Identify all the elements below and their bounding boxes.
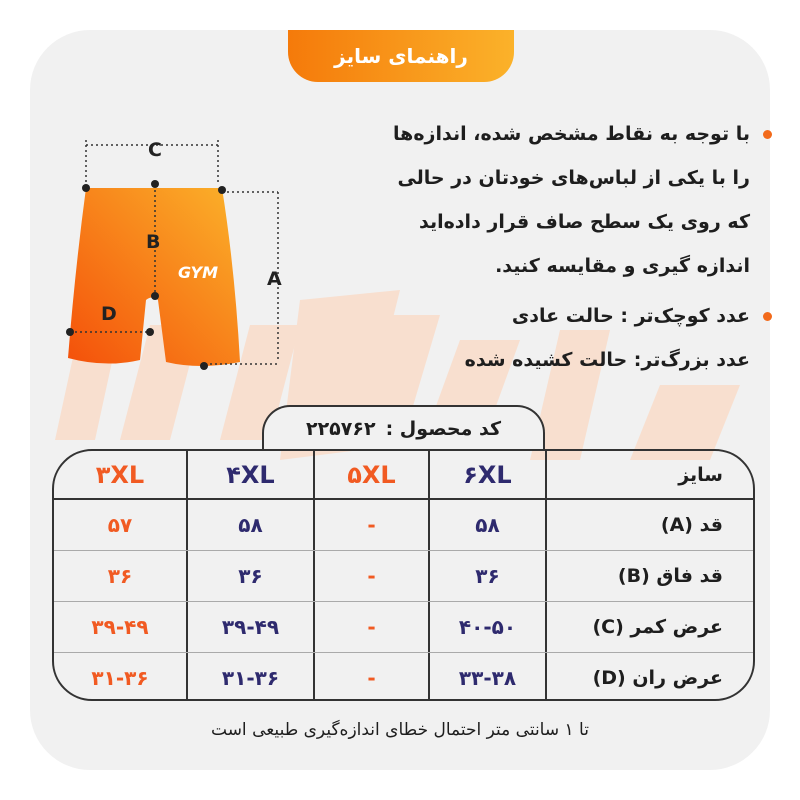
table-cell: ۴۰-۵۰ (430, 602, 547, 652)
size-3xl: ۳XL (54, 451, 188, 498)
instruction-line: اندازه گیری و مقایسه کنید. (495, 255, 750, 277)
instruction-line: عدد بزرگ‌تر: حالت کشیده شده (464, 349, 750, 371)
table-cell: ۳۱-۳۶ (54, 653, 188, 699)
table-row: ۵۷ ۵۸ - ۵۸ قد (A) (54, 500, 753, 551)
instructions: با توجه به نقاط مشخص شده، اندازه‌ها را ب… (320, 112, 772, 382)
size-4xl: ۴XL (188, 451, 315, 498)
table-cell: - (315, 653, 430, 699)
label-d: D (101, 303, 117, 325)
product-code: کد محصول : ۲۲۵۷۶۲ (262, 405, 545, 451)
product-code-label: کد محصول : (385, 418, 502, 440)
table-cell: ۵۸ (188, 500, 315, 550)
size-5xl: ۵XL (315, 451, 430, 498)
row-label: عرض کمر (C) (592, 616, 723, 638)
footer-note: تا ۱ سانتی متر احتمال خطای اندازه‌گیری ط… (211, 720, 589, 740)
table-row: ۳۱-۳۶ ۳۱-۳۶ - ۳۳-۳۸ عرض ران (D) (54, 653, 753, 699)
instruction-line: با توجه به نقاط مشخص شده، اندازه‌ها (393, 123, 750, 145)
size-label: سایز (678, 463, 723, 486)
row-label: قد فاق (B) (617, 565, 723, 587)
label-b: B (146, 231, 160, 253)
label-a: A (267, 268, 282, 290)
table-cell: ۵۸ (430, 500, 547, 550)
shorts-icon (68, 188, 240, 366)
table-cell: ۳۳-۳۸ (430, 653, 547, 699)
page-title: راهنمای سایز (288, 30, 514, 82)
row-label: عرض ران (D) (592, 667, 723, 689)
size-6xl: ۶XL (430, 451, 547, 498)
instruction-bullet-2: عدد کوچک‌تر : حالت عادی عدد بزرگ‌تر: حال… (320, 294, 772, 382)
table-cell: - (315, 602, 430, 652)
size-table: ۳XL ۴XL ۵XL ۶XL سایز ۵۷ ۵۸ - ۵۸ قد (A) ۳… (52, 449, 755, 701)
table-cell: - (315, 551, 430, 601)
instruction-line: که روی یک سطح صاف قرار داده‌اید (418, 211, 750, 233)
label-c: C (148, 139, 162, 161)
table-row: ۳۶ ۳۶ - ۳۶ قد فاق (B) (54, 551, 753, 602)
instruction-line: عدد کوچک‌تر : حالت عادی (511, 305, 750, 327)
table-cell: ۵۷ (54, 500, 188, 550)
table-cell: ۳۹-۴۹ (188, 602, 315, 652)
bullet-dot-icon (763, 130, 772, 139)
instruction-bullet-1: با توجه به نقاط مشخص شده، اندازه‌ها را ب… (320, 112, 772, 288)
table-cell: ۳۱-۳۶ (188, 653, 315, 699)
bullet-dot-icon (763, 312, 772, 321)
table-cell: - (315, 500, 430, 550)
table-cell: ۳۹-۴۹ (54, 602, 188, 652)
logo-icon: GYM (178, 263, 218, 282)
table-cell: ۳۶ (54, 551, 188, 601)
shorts-diagram: GYM C B A D (66, 139, 282, 370)
instruction-line: را با یکی از لباس‌های خودتان در حالی (397, 167, 750, 189)
table-header-row: ۳XL ۴XL ۵XL ۶XL سایز (54, 451, 753, 500)
table-cell: ۳۶ (430, 551, 547, 601)
table-cell: ۳۶ (188, 551, 315, 601)
table-row: ۳۹-۴۹ ۳۹-۴۹ - ۴۰-۵۰ عرض کمر (C) (54, 602, 753, 653)
row-label: قد (A) (660, 514, 723, 536)
product-code-value: ۲۲۵۷۶۲ (305, 418, 376, 440)
